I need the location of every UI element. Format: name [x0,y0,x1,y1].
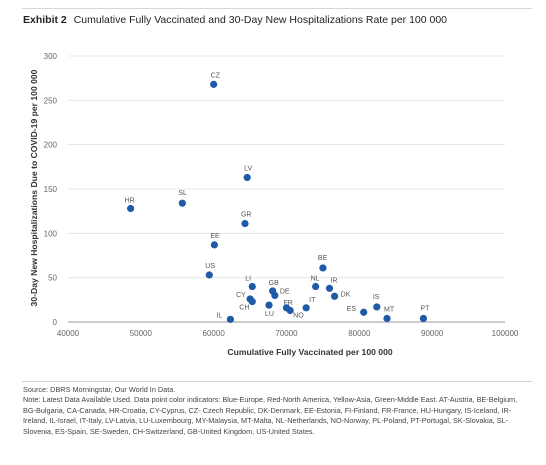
x-tick-label: 50000 [130,329,153,338]
data-point-cz [210,80,218,88]
data-point-be [319,264,327,272]
x-tick-label: 40000 [57,329,80,338]
data-point-gr [241,219,249,228]
data-point-li [248,282,256,291]
exhibit-label: Exhibit 2 [23,14,67,26]
point-label-es: ES [347,306,357,313]
y-tick-label: 100 [44,229,58,238]
point-label-gb: GB [269,280,279,287]
scatter-chart: 0 50 100 150 200 250 300 40000 50000 60000 70000 8… [29,52,519,357]
x-axis-label: Cumulative Fully Vaccinated per 100 000 [227,347,392,357]
data-point-us [205,271,213,279]
x-tick-label: 80000 [348,329,371,338]
point-label-lv: LV [244,165,252,172]
note-text: Note: Latest Data Available Used. Data p… [23,395,518,436]
point-label-il: IL [216,312,222,319]
point-label-be: BE [318,255,328,262]
point-label-us: US [205,263,215,270]
point-label-ee: EE [210,233,220,240]
data-points [127,80,428,323]
data-point-dk [330,292,339,300]
y-tick-label: 150 [44,185,58,194]
top-rule [22,8,532,9]
data-point-mt [383,314,391,323]
point-label-cz: CZ [211,72,221,79]
data-point-de [271,291,279,299]
x-tick-label: 90000 [421,329,444,338]
point-label-nl: NL [311,276,320,283]
y-tick-label: 50 [48,274,57,283]
x-tick-labels: 40000 50000 60000 70000 80000 90000 100000 [57,329,519,338]
data-point-pt [419,314,428,323]
data-point-is [373,303,381,311]
point-label-de: DE [280,288,290,295]
data-point-es [360,308,368,316]
y-axis-label: 30-Day New Hospitalizations Due to COVID… [29,69,39,306]
point-label-ch: CH [239,305,249,312]
notes-divider [22,381,532,382]
point-label-hr: HR [125,198,135,205]
exhibit-title: Exhibit 2 Cumulative Fully Vaccinated an… [23,14,447,26]
grid-lines [68,55,505,323]
data-point-nl [312,282,320,291]
data-point-no [286,306,294,315]
x-tick-label: 100000 [492,329,519,338]
data-point-ee [210,241,218,249]
data-point-sl [178,199,186,207]
source-text: Source: DBRS Morningstar, Our World In D… [23,385,176,394]
chart-title: Cumulative Fully Vaccinated and 30-Day N… [73,14,448,26]
point-label-li: LI [245,276,251,283]
point-label-no: NO [293,312,304,319]
point-label-pt: PT [420,305,430,312]
data-point-il [226,315,235,323]
point-label-gr: GR [241,212,252,219]
data-point-it [302,304,310,312]
point-label-lu: LU [265,311,274,318]
y-tick-label: 300 [44,52,58,61]
point-label-it: IT [309,297,316,304]
data-point-lv [243,173,251,182]
x-tick-label: 60000 [203,329,226,338]
data-point-ir [325,284,334,292]
point-label-ir: IR [330,277,337,284]
point-label-mt: MT [384,306,395,313]
point-label-sl: SL [178,190,187,197]
y-tick-label: 250 [44,96,58,105]
data-point-ch [248,298,256,306]
notes-section: Source: DBRS Morningstar, Our World In D… [23,385,528,437]
y-tick-label: 200 [44,141,58,150]
data-point-lu [265,301,273,309]
y-tick-labels: 0 50 100 150 200 250 300 [44,52,58,327]
point-label-is: IS [373,294,380,301]
point-label-fr: FR [284,300,293,307]
point-label-dk: DK [341,291,351,298]
y-tick-label: 0 [53,318,58,327]
point-label-cy: CY [236,292,246,299]
x-tick-label: 70000 [275,329,298,338]
data-point-hr [127,204,135,213]
